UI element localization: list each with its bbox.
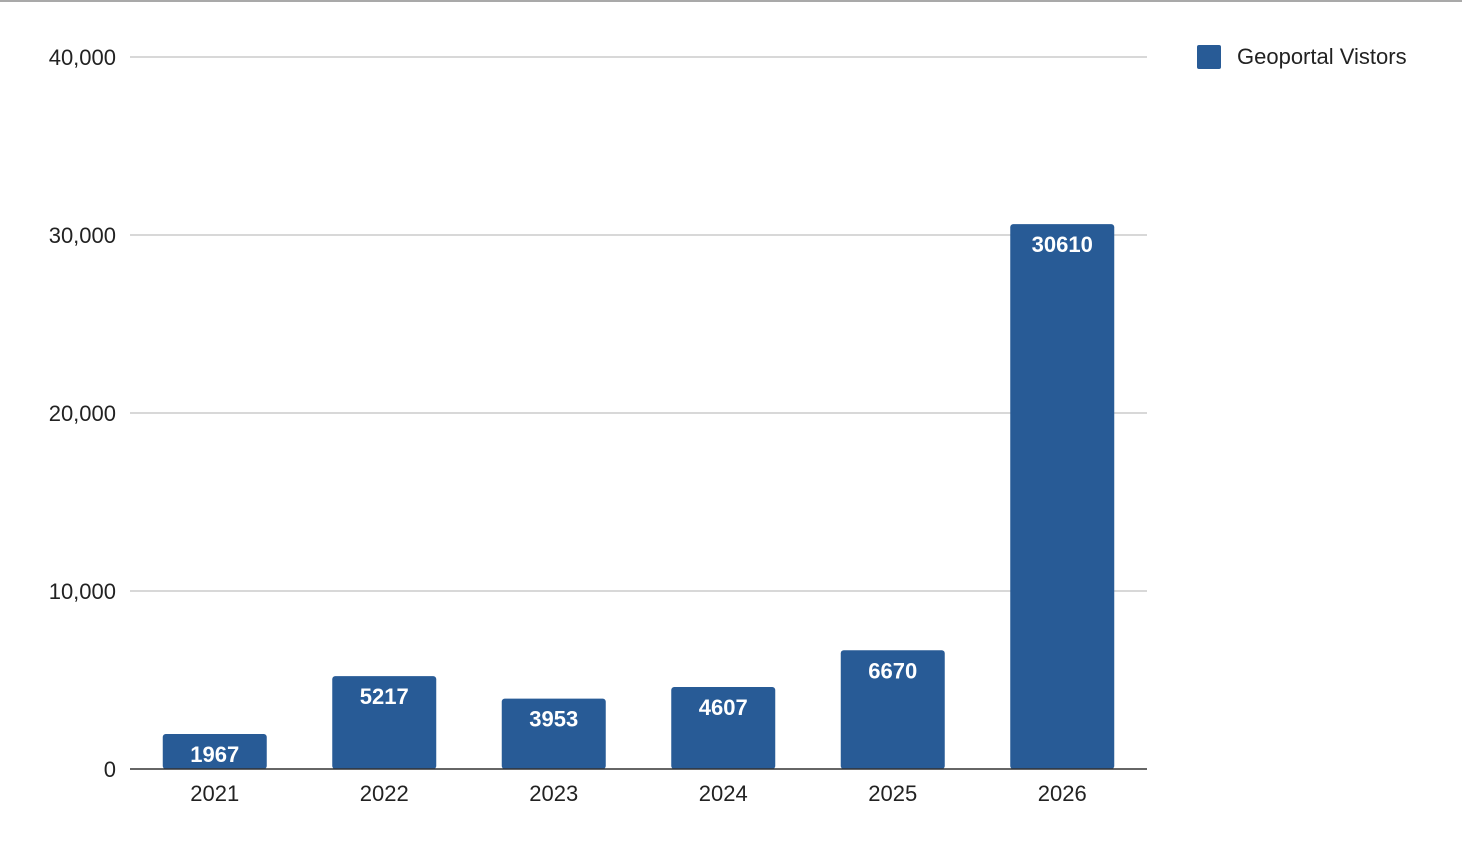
legend-swatch <box>1197 45 1221 69</box>
x-tick-label: 2022 <box>360 781 409 806</box>
gridlines <box>130 56 1147 592</box>
bar[interactable] <box>671 686 776 769</box>
y-tick-label: 20,000 <box>49 401 116 426</box>
x-tick-label: 2021 <box>190 781 239 806</box>
bar[interactable] <box>162 733 267 769</box>
bar-data-label: 30610 <box>1032 232 1093 257</box>
bar-data-label: 3953 <box>529 707 578 732</box>
legend[interactable]: Geoportal Vistors <box>1197 44 1407 69</box>
x-axis-tick-labels: 2021 2022 2023 2024 2025 2026 <box>190 781 1086 806</box>
legend-label: Geoportal Vistors <box>1237 44 1407 69</box>
bar[interactable] <box>1010 224 1115 770</box>
bar-data-label: 1967 <box>190 742 239 767</box>
x-tick-label: 2024 <box>699 781 748 806</box>
bars: 1967 5217 3953 4607 6670 30610 <box>162 224 1115 770</box>
y-tick-label: 0 <box>104 757 116 782</box>
bar[interactable] <box>332 676 437 769</box>
bar-data-label: 4607 <box>699 695 748 720</box>
top-border <box>0 0 1462 2</box>
y-axis-tick-labels: 0 10,000 20,000 30,000 40,000 <box>49 45 116 782</box>
bar[interactable] <box>501 698 606 769</box>
y-tick-label: 30,000 <box>49 223 116 248</box>
x-tick-label: 2023 <box>529 781 578 806</box>
y-tick-label: 40,000 <box>49 45 116 70</box>
y-tick-label: 10,000 <box>49 579 116 604</box>
bar-data-label: 6670 <box>868 658 917 683</box>
bar-data-label: 5217 <box>360 684 409 709</box>
x-tick-label: 2026 <box>1038 781 1087 806</box>
bar[interactable] <box>840 650 945 769</box>
x-tick-label: 2025 <box>868 781 917 806</box>
